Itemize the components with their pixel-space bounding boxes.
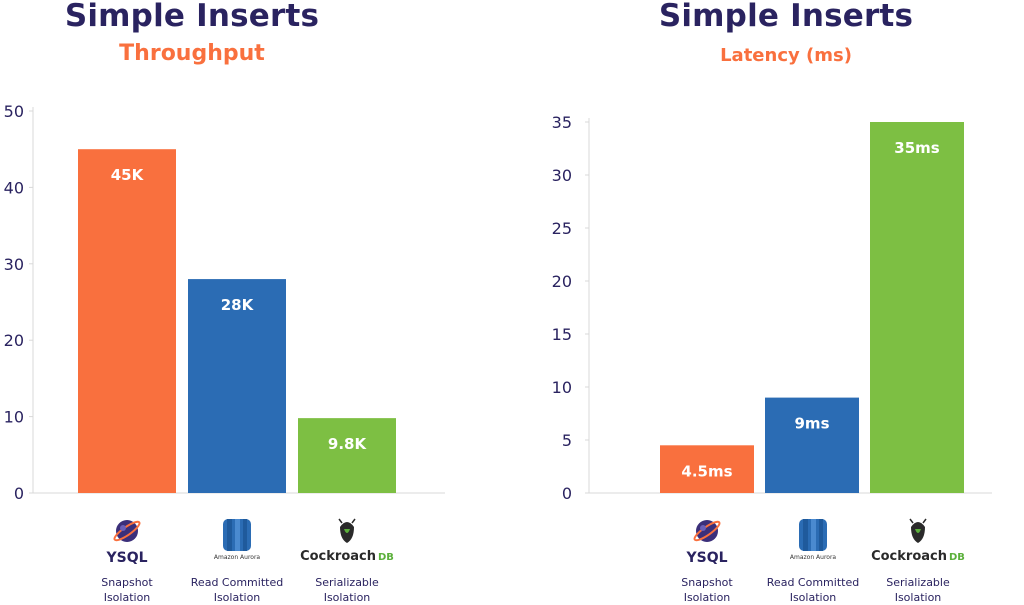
cockroachdb-logo: Cockroach DB [292, 515, 402, 571]
ysql-isolation-caption: Snapshot Isolation [67, 575, 187, 605]
aurora-isolation-caption: Read Committed Isolation [177, 575, 297, 605]
caption-line: Isolation [789, 591, 837, 604]
cockroach-bug-icon: Cockroach DB [871, 518, 965, 564]
aurora-logo-text: Amazon Aurora [790, 554, 837, 561]
y-tick-label: 30 [552, 166, 572, 185]
cockroach-bug-icon: Cockroach DB [300, 518, 394, 564]
bar-cockroachdb [298, 418, 396, 493]
caption-line: Isolation [683, 591, 731, 604]
bar-amazon-aurora [188, 279, 286, 493]
y-tick-label: 0 [14, 484, 24, 503]
bar-data-label: 9ms [795, 415, 830, 433]
throughput-bar-chart: 0 10 20 30 40 50 45K 28K 9.8K [4, 102, 445, 503]
bar-cockroachdb [870, 122, 964, 493]
y-tick-label: 35 [552, 113, 572, 132]
chart-subtitle: Throughput [119, 41, 265, 66]
y-tick-label: 20 [4, 331, 24, 350]
y-tick-label: 20 [552, 272, 572, 291]
ysql-logo-text: YSQL [105, 550, 147, 566]
caption-line: Serializable [886, 576, 950, 589]
caption-line: Read Committed [766, 576, 860, 589]
caption-line: Isolation [213, 591, 261, 604]
y-tick-label: 25 [552, 219, 572, 238]
aurora-cylinder-icon: Amazon Aurora [214, 519, 261, 561]
caption-line: Serializable [315, 576, 379, 589]
y-tick-label: 50 [4, 102, 24, 121]
y-tick-label: 10 [552, 378, 572, 397]
ysql-logo: YSQL [72, 515, 182, 571]
bar-data-label: 4.5ms [681, 462, 732, 480]
y-tick-label: 15 [552, 325, 572, 344]
bar-data-label: 28K [221, 296, 255, 314]
latency-chart-panel: Simple Inserts Latency (ms) 0 5 10 15 20 25 30… [512, 0, 1024, 605]
bar-data-label: 45K [111, 166, 145, 184]
chart-subtitle: Latency (ms) [720, 45, 852, 66]
throughput-chart-panel: Simple Inserts Throughput 0 10 20 30 40 50 45K… [4, 0, 445, 605]
yugabyte-planet-icon: YSQL [685, 520, 728, 566]
bar-ysql [78, 149, 176, 493]
caption-line: Snapshot [681, 576, 733, 589]
caption-line: Isolation [103, 591, 151, 604]
bar-amazon-aurora [765, 397, 859, 493]
bar-data-label: 9.8K [328, 435, 368, 453]
chart-title: Simple Inserts [64, 0, 320, 34]
bar-ysql [660, 445, 754, 493]
bar-data-label: 35ms [894, 139, 940, 157]
aurora-logo: Amazon Aurora [182, 515, 292, 571]
ysql-isolation-caption: Snapshot Isolation [647, 575, 767, 605]
y-tick-label: 30 [4, 255, 24, 274]
chart-title: Simple Inserts [658, 0, 914, 34]
caption-line: Isolation [894, 591, 942, 604]
y-tick-label: 5 [562, 431, 572, 450]
caption-line: Isolation [323, 591, 371, 604]
caption-line: Snapshot [101, 576, 153, 589]
cockroachdb-logo: Cockroach DB [863, 515, 973, 571]
cockroachdb-logo-text: Cockroach DB [300, 549, 394, 564]
latency-bar-chart: 0 5 10 15 20 25 30 35 4.5ms 9ms 35ms [552, 113, 992, 503]
yugabyte-planet-icon: YSQL [105, 520, 148, 566]
aurora-isolation-caption: Read Committed Isolation [753, 575, 873, 605]
y-tick-label: 0 [562, 484, 572, 503]
ysql-logo: YSQL [652, 515, 762, 571]
aurora-logo: Amazon Aurora [758, 515, 868, 571]
ysql-logo-text: YSQL [685, 550, 727, 566]
aurora-cylinder-icon: Amazon Aurora [790, 519, 837, 561]
aurora-logo-text: Amazon Aurora [214, 554, 261, 561]
caption-line: Read Committed [190, 576, 284, 589]
cockroachdb-logo-text: Cockroach DB [871, 549, 965, 564]
cockroachdb-isolation-caption: Serializable Isolation [287, 575, 407, 605]
cockroachdb-isolation-caption: Serializable Isolation [858, 575, 978, 605]
y-tick-label: 40 [4, 178, 24, 197]
y-tick-label: 10 [4, 408, 24, 427]
